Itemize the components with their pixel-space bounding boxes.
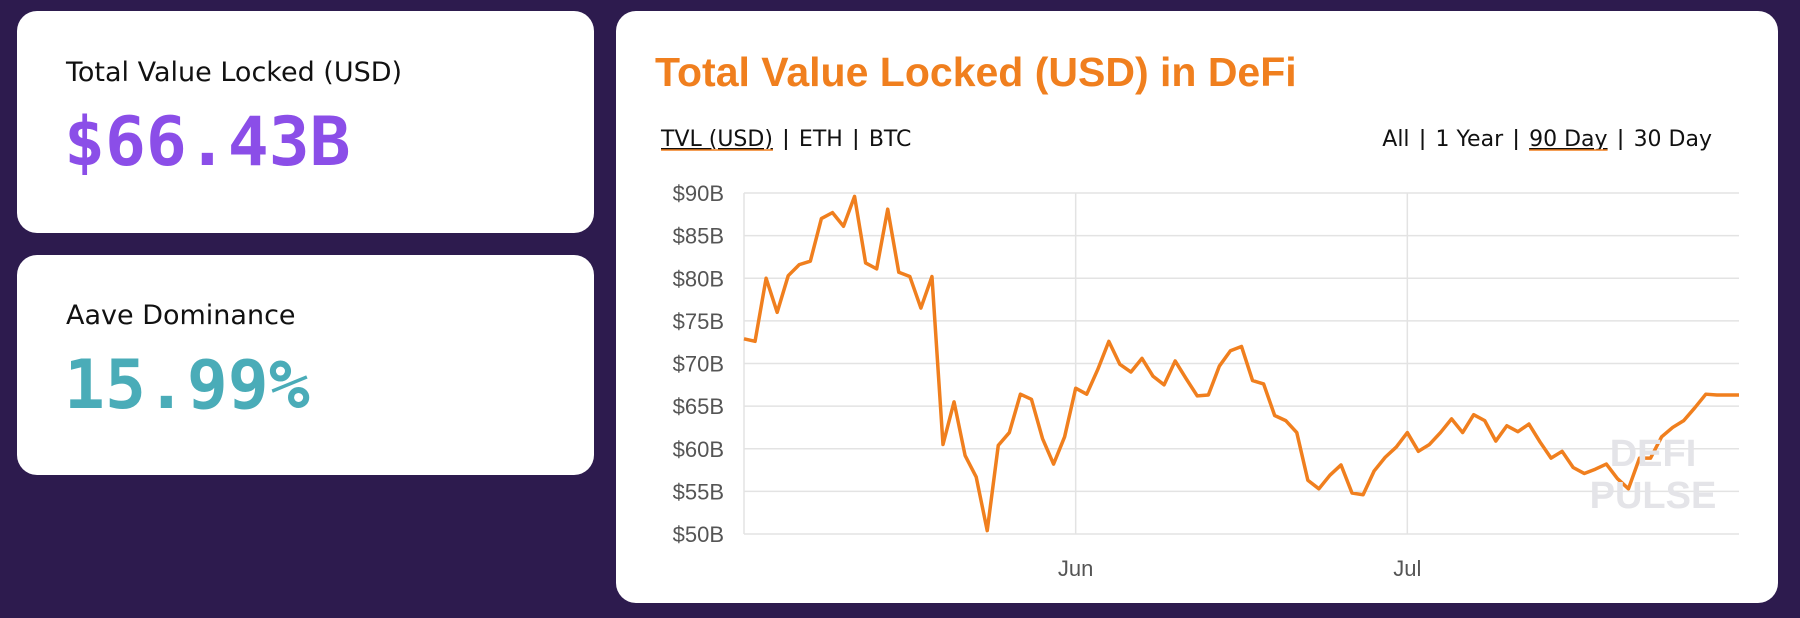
y-tick-label: $50B — [673, 522, 724, 547]
y-tick-label: $90B — [673, 181, 724, 206]
y-tick-label: $70B — [673, 352, 724, 377]
y-tick-label: $85B — [673, 224, 724, 249]
control-option[interactable]: ETH — [799, 127, 843, 152]
control-option[interactable]: 1 Year — [1436, 127, 1505, 152]
control-option[interactable]: TVL (USD) — [660, 127, 773, 152]
chart-card — [616, 11, 1778, 603]
card-value: 15.99% — [64, 346, 310, 425]
y-tick-label: $80B — [673, 266, 724, 291]
card-label: Aave Dominance — [66, 300, 296, 331]
card-label: Total Value Locked (USD) — [65, 57, 402, 88]
control-option[interactable]: BTC — [869, 127, 912, 152]
y-tick-label: $75B — [673, 309, 724, 334]
controls: TVL (USD) ETH BTC All 1 Year 90 Day 30 Day — [660, 127, 1712, 152]
y-tick-label: $65B — [673, 394, 724, 419]
control-option[interactable]: All — [1382, 127, 1409, 152]
y-tick-label: $60B — [673, 437, 724, 462]
x-tick-label: Jul — [1393, 556, 1421, 581]
watermark: DEFI — [1610, 433, 1697, 475]
control-option[interactable]: 90 Day — [1529, 127, 1607, 152]
plot: $90B $85B $80B $75B $70B $65B $60B $55B $50B Jun J… — [673, 181, 1739, 581]
dominance-card — [17, 255, 594, 475]
chart-title: Total Value Locked (USD) in DeFi — [655, 49, 1297, 95]
tvl-card — [17, 11, 594, 233]
watermark: PULSE — [1590, 475, 1717, 517]
tvl-line — [743, 194, 1739, 533]
x-tick-label: Jun — [1058, 556, 1093, 581]
control-option[interactable]: 30 Day — [1634, 127, 1712, 152]
y-tick-label: $55B — [673, 479, 724, 504]
card-value: $66.43B — [64, 103, 351, 182]
